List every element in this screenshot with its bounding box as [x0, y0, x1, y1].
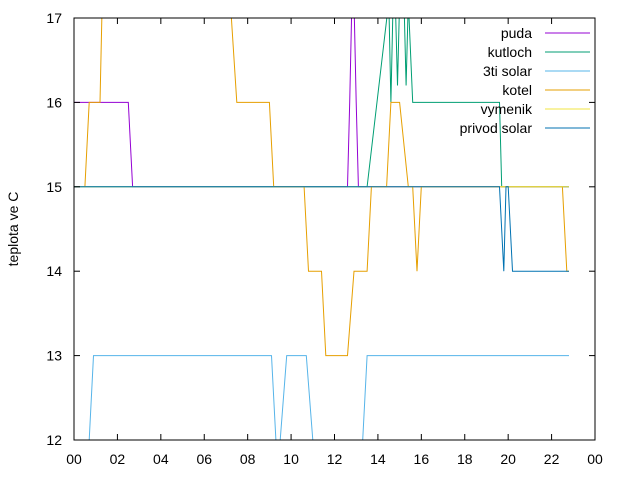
- series-layer: [74, 18, 569, 440]
- x-tick-label: 02: [110, 451, 126, 467]
- y-tick-label: 17: [46, 10, 62, 26]
- x-tick-label: 04: [153, 451, 169, 467]
- series-line-kotel: [84, 18, 569, 357]
- y-tick-label: 15: [46, 179, 62, 195]
- x-tick-label: 00: [66, 451, 82, 467]
- x-tick-label: 12: [327, 451, 343, 467]
- x-tick-label: 08: [240, 451, 256, 467]
- legend: puda kutloch 3ti solar kotel vymenik privod s…: [460, 25, 590, 136]
- y-axis-label: teplota ve C: [5, 192, 21, 267]
- series-line-kutloch: [74, 18, 569, 188]
- x-tick-label: 22: [544, 451, 560, 467]
- x-tick-label: 18: [457, 451, 473, 467]
- legend-label: kutloch: [488, 44, 532, 60]
- legend-label: puda: [501, 25, 532, 41]
- x-tick-label: 14: [370, 451, 386, 467]
- legend-label: privod solar: [460, 120, 533, 136]
- series-line-privod-solar: [74, 186, 569, 272]
- legend-label: vymenik: [481, 101, 533, 117]
- y-tick-label: 13: [46, 348, 62, 364]
- x-tick-label: 06: [196, 451, 212, 467]
- y-tick-label: 14: [46, 263, 62, 279]
- series-line-3ti-solar: [88, 355, 569, 440]
- x-tick-label: 16: [414, 451, 430, 467]
- x-tick-label: 10: [283, 451, 299, 467]
- x-tick-label: 00: [587, 451, 603, 467]
- series-line-puda: [74, 18, 569, 188]
- y-tick-label: 16: [46, 94, 62, 110]
- x-tick-label: 20: [500, 451, 516, 467]
- legend-label: 3ti solar: [483, 63, 532, 79]
- legend-label: kotel: [502, 82, 532, 98]
- y-tick-label: 12: [46, 432, 62, 448]
